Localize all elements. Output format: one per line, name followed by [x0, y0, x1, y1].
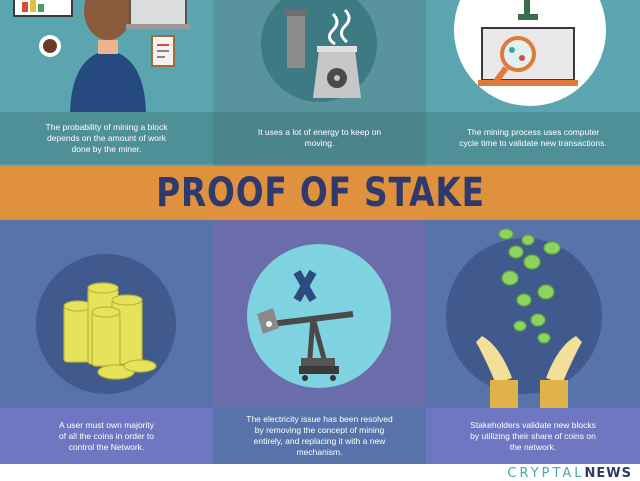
pow-caption-1-line-2: depends on the amount of work [46, 132, 167, 143]
power-plant-illustration [261, 0, 377, 102]
pos-caption-3: Stakeholders validate new blocks by util… [426, 408, 640, 464]
idle-oil-pump-illustration [247, 244, 391, 388]
pos-caption-2-line-2: by removing the concept of mining [254, 425, 385, 435]
pos-caption-1: A user must own majority of all the coin… [0, 408, 213, 464]
pos-panel-middle [213, 220, 426, 408]
pow-caption-3-line-2: cycle time to validate new transactions. [459, 138, 607, 148]
pos-caption-3-line-3: the network. [509, 441, 557, 452]
coin-stacks-illustration [36, 254, 176, 394]
hands-with-coins-illustration [446, 228, 602, 408]
pos-caption-1-line-3: control the Network. [68, 441, 145, 452]
brand-logo-bold: NEWS [584, 466, 632, 481]
section-title-band: PROOF OF STAKE [0, 166, 640, 220]
pow-caption-2-line-1: It uses a lot of energy to keep on [257, 127, 382, 137]
brand-logo: CRYPTALNEWS [507, 466, 632, 481]
pow-caption-2-line-2: moving. [304, 138, 335, 148]
pos-caption-2: The electricity issue has been resolved … [213, 408, 426, 464]
pos-panel-left [0, 220, 213, 408]
miner-at-desk-illustration [13, 0, 190, 112]
pow-caption-1-line-1: The probability of mining a block [45, 121, 168, 132]
pos-caption-2-line-1: The electricity issue has been resolved [246, 414, 393, 424]
brand-logo-light: CRYPTAL [507, 466, 585, 481]
pow-caption-1: The probability of mining a block depend… [0, 112, 213, 164]
pos-caption-3-line-2: by utilizing their share of coins on [470, 430, 596, 441]
pos-caption-1-line-1: A user must own majority [59, 419, 154, 430]
pow-caption-2: It uses a lot of energy to keep on movin… [213, 112, 426, 164]
pow-caption-3: The mining process uses computer cycle t… [426, 112, 640, 164]
pos-panel-right [426, 220, 640, 408]
pos-caption-2-line-4: mechanism. [296, 447, 343, 457]
footer [0, 464, 640, 480]
pow-caption-3-line-1: The mining process uses computer [466, 127, 600, 137]
pos-caption-3-line-1: Stakeholders validate new blocks [470, 419, 596, 430]
section-title: PROOF OF STAKE [155, 170, 485, 216]
pos-caption-1-line-2: of all the coins in order to [59, 430, 154, 441]
computer-magnifier-illustration [454, 0, 606, 106]
pos-caption-2-line-3: entirely, and replacing it with a new [253, 436, 386, 446]
pow-caption-1-line-3: done by the miner. [71, 143, 142, 154]
